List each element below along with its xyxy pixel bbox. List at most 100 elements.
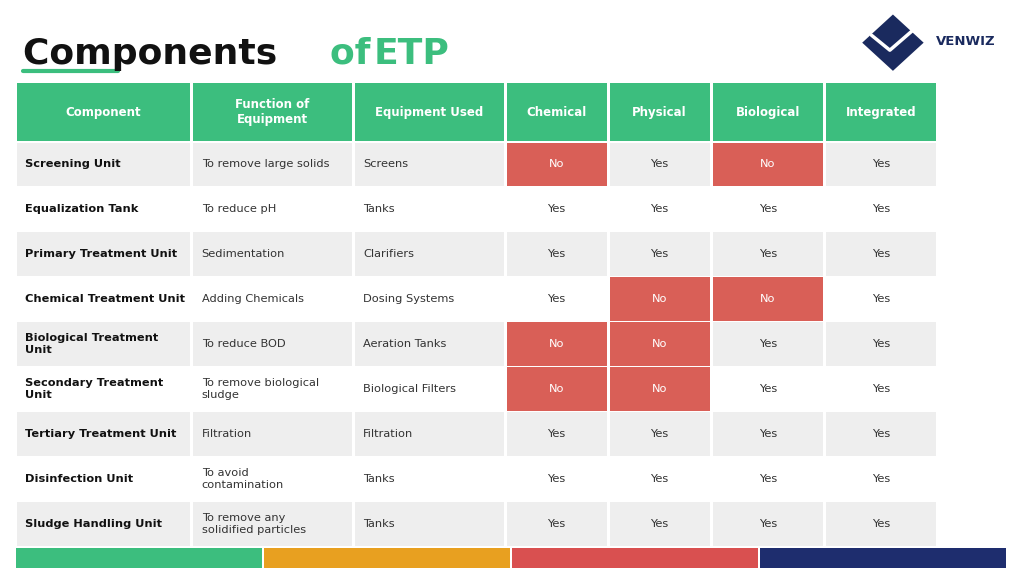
- Text: Yes: Yes: [759, 339, 777, 349]
- Text: of: of: [330, 37, 383, 71]
- Text: Yes: Yes: [650, 429, 669, 439]
- Bar: [825, 188, 936, 231]
- Bar: [194, 412, 352, 456]
- Text: Yes: Yes: [759, 519, 777, 529]
- Text: Secondary Treatment
Unit: Secondary Treatment Unit: [26, 378, 164, 400]
- Bar: [355, 412, 504, 456]
- Bar: [16, 322, 190, 366]
- Text: Yes: Yes: [871, 474, 890, 484]
- Text: Chemical Treatment Unit: Chemical Treatment Unit: [26, 294, 185, 304]
- Text: Yes: Yes: [650, 474, 669, 484]
- Bar: [507, 457, 606, 501]
- Bar: [355, 457, 504, 501]
- Bar: [713, 143, 822, 186]
- Bar: [512, 549, 758, 568]
- Text: ETP: ETP: [374, 37, 450, 71]
- Bar: [609, 412, 710, 456]
- Bar: [713, 502, 822, 546]
- Bar: [16, 549, 262, 568]
- Text: Dosing Systems: Dosing Systems: [364, 294, 455, 304]
- Text: Sedimentation: Sedimentation: [202, 249, 285, 259]
- Bar: [609, 322, 710, 366]
- Bar: [507, 502, 606, 546]
- Text: Tanks: Tanks: [364, 519, 395, 529]
- Bar: [713, 232, 822, 276]
- Text: Tertiary Treatment Unit: Tertiary Treatment Unit: [26, 429, 177, 439]
- Bar: [825, 457, 936, 501]
- Text: Yes: Yes: [548, 294, 565, 304]
- Text: Equalization Tank: Equalization Tank: [26, 204, 138, 215]
- Bar: [713, 83, 822, 141]
- Bar: [16, 83, 190, 141]
- Text: Physical: Physical: [633, 106, 687, 119]
- Bar: [609, 143, 710, 186]
- Bar: [16, 412, 190, 456]
- Bar: [713, 188, 822, 231]
- Text: To remove any
solidified particles: To remove any solidified particles: [202, 513, 306, 534]
- Bar: [16, 188, 190, 231]
- Bar: [609, 367, 710, 411]
- Bar: [355, 367, 504, 411]
- Text: No: No: [652, 294, 668, 304]
- Bar: [194, 188, 352, 231]
- Bar: [194, 322, 352, 366]
- Text: Equipment Used: Equipment Used: [375, 106, 483, 119]
- Text: Yes: Yes: [759, 429, 777, 439]
- Text: Yes: Yes: [548, 429, 565, 439]
- Polygon shape: [862, 15, 924, 71]
- Bar: [713, 457, 822, 501]
- Text: Tanks: Tanks: [364, 204, 395, 215]
- Text: To reduce pH: To reduce pH: [202, 204, 276, 215]
- Bar: [355, 188, 504, 231]
- Text: Yes: Yes: [548, 519, 565, 529]
- Text: To reduce BOD: To reduce BOD: [202, 339, 286, 349]
- Text: Yes: Yes: [871, 204, 890, 215]
- Text: Function of
Equipment: Function of Equipment: [236, 98, 310, 126]
- Text: Yes: Yes: [650, 519, 669, 529]
- Bar: [609, 502, 710, 546]
- Bar: [507, 367, 606, 411]
- Text: Screening Unit: Screening Unit: [26, 159, 121, 170]
- Text: To remove large solids: To remove large solids: [202, 159, 329, 170]
- Text: No: No: [652, 339, 668, 349]
- Bar: [507, 83, 606, 141]
- Bar: [507, 232, 606, 276]
- Text: Yes: Yes: [759, 204, 777, 215]
- Text: To avoid
contamination: To avoid contamination: [202, 468, 284, 490]
- Bar: [194, 502, 352, 546]
- Bar: [825, 412, 936, 456]
- Text: Yes: Yes: [548, 474, 565, 484]
- Text: Biological Filters: Biological Filters: [364, 384, 457, 394]
- Bar: [16, 457, 190, 501]
- Text: No: No: [760, 294, 775, 304]
- Text: Components: Components: [23, 37, 290, 71]
- Text: Chemical: Chemical: [526, 106, 587, 119]
- Text: Biological: Biological: [735, 106, 800, 119]
- Bar: [264, 549, 510, 568]
- Text: Yes: Yes: [871, 519, 890, 529]
- Text: VENWIZ: VENWIZ: [936, 35, 995, 48]
- Text: Filtration: Filtration: [364, 429, 414, 439]
- Text: Clarifiers: Clarifiers: [364, 249, 415, 259]
- Text: No: No: [652, 384, 668, 394]
- Bar: [609, 83, 710, 141]
- Text: Tanks: Tanks: [364, 474, 395, 484]
- Bar: [609, 457, 710, 501]
- Bar: [355, 143, 504, 186]
- Bar: [507, 412, 606, 456]
- Text: Integrated: Integrated: [846, 106, 916, 119]
- Bar: [16, 143, 190, 186]
- Bar: [16, 232, 190, 276]
- Bar: [194, 83, 352, 141]
- Bar: [194, 457, 352, 501]
- Text: No: No: [549, 159, 564, 170]
- Text: Screens: Screens: [364, 159, 409, 170]
- Text: Yes: Yes: [759, 384, 777, 394]
- Bar: [713, 412, 822, 456]
- Bar: [825, 367, 936, 411]
- Bar: [760, 549, 1006, 568]
- Bar: [355, 322, 504, 366]
- Bar: [507, 143, 606, 186]
- Bar: [194, 232, 352, 276]
- Bar: [609, 277, 710, 321]
